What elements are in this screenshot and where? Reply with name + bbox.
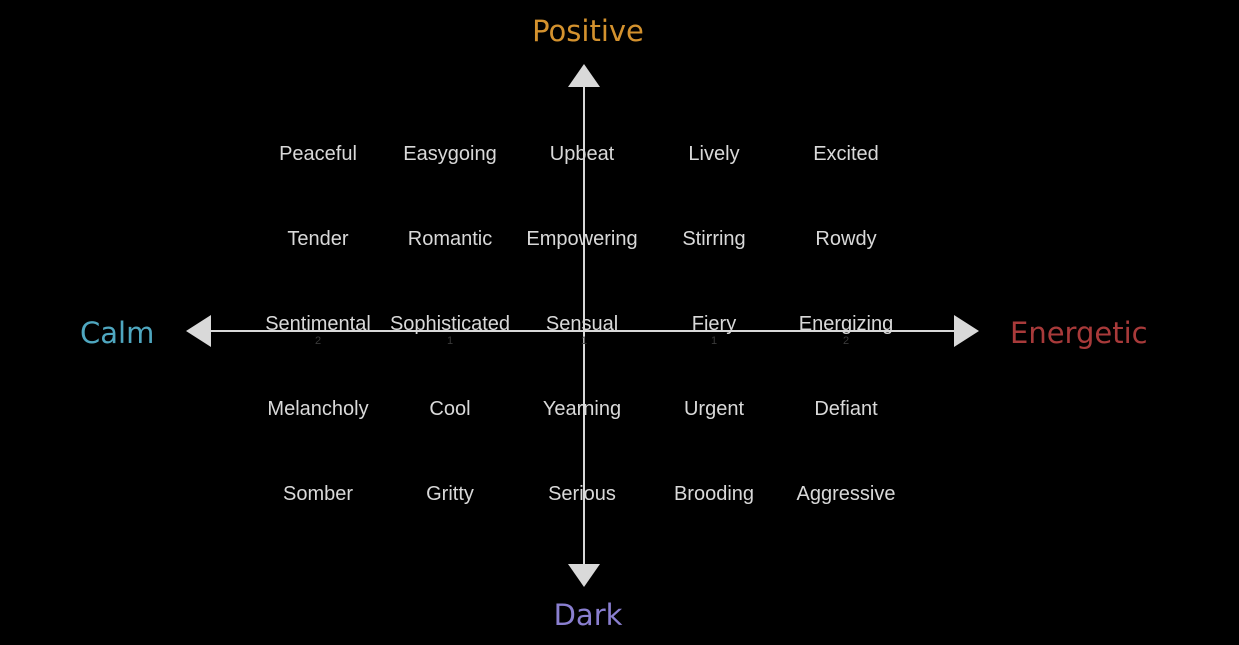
tick-label: 1 <box>580 335 588 347</box>
axis-label-energetic: Energetic <box>1010 316 1148 350</box>
mood-word: Fiery <box>691 313 737 335</box>
right-arrow-icon <box>954 315 979 347</box>
mood-word: Urgent <box>683 398 745 420</box>
mood-word: Peaceful <box>279 143 357 165</box>
mood-word: Empowering <box>526 228 638 250</box>
mood-word: Aggressive <box>796 483 896 505</box>
axis-label-calm: Calm <box>80 316 155 350</box>
tick-label: 2 <box>314 335 322 347</box>
mood-word: Rowdy <box>815 228 877 250</box>
mood-word: Lively <box>688 143 740 165</box>
down-arrow-icon <box>568 564 600 587</box>
mood-word: Serious <box>548 483 616 505</box>
mood-word: Tender <box>287 228 349 250</box>
mood-word: Cool <box>429 398 471 420</box>
mood-word: Somber <box>282 483 354 505</box>
left-arrow-icon <box>186 315 211 347</box>
up-arrow-icon <box>568 64 600 87</box>
mood-word: Excited <box>813 143 879 165</box>
mood-word: Stirring <box>682 228 746 250</box>
mood-word: Easygoing <box>403 143 497 165</box>
mood-word: Energizing <box>798 313 894 335</box>
axis-label-positive: Positive <box>532 14 644 48</box>
mood-word: Brooding <box>673 483 755 505</box>
axis-label-dark: Dark <box>553 598 623 632</box>
tick-label: 1 <box>710 335 718 347</box>
tick-label: 1 <box>446 335 454 347</box>
mood-word: Gritty <box>426 483 474 505</box>
mood-word: Sentimental <box>265 313 371 335</box>
mood-word: Melancholy <box>267 398 369 420</box>
mood-word: Defiant <box>814 398 878 420</box>
mood-word: Upbeat <box>549 143 615 165</box>
tick-label: 2 <box>842 335 850 347</box>
mood-word: Yearning <box>542 398 622 420</box>
mood-word: Sensual <box>545 313 619 335</box>
mood-word: Romantic <box>407 228 493 250</box>
mood-word: Sophisticated <box>389 313 511 335</box>
